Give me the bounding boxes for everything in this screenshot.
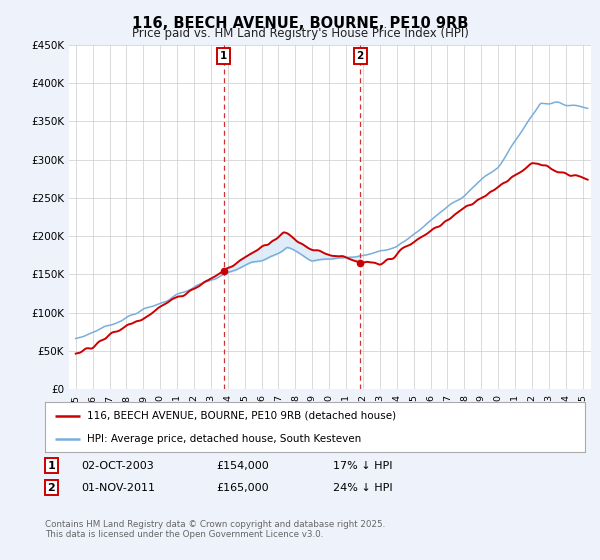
- Text: HPI: Average price, detached house, South Kesteven: HPI: Average price, detached house, Sout…: [87, 434, 361, 444]
- Text: 2: 2: [356, 52, 364, 61]
- Text: 24% ↓ HPI: 24% ↓ HPI: [333, 483, 392, 493]
- Text: 2: 2: [47, 483, 55, 493]
- Text: 1: 1: [47, 461, 55, 471]
- Text: £154,000: £154,000: [216, 461, 269, 471]
- Text: 17% ↓ HPI: 17% ↓ HPI: [333, 461, 392, 471]
- Text: Price paid vs. HM Land Registry's House Price Index (HPI): Price paid vs. HM Land Registry's House …: [131, 27, 469, 40]
- Text: 01-NOV-2011: 01-NOV-2011: [81, 483, 155, 493]
- Text: 116, BEECH AVENUE, BOURNE, PE10 9RB: 116, BEECH AVENUE, BOURNE, PE10 9RB: [132, 16, 468, 31]
- Text: Contains HM Land Registry data © Crown copyright and database right 2025.
This d: Contains HM Land Registry data © Crown c…: [45, 520, 385, 539]
- Text: £165,000: £165,000: [216, 483, 269, 493]
- Text: 02-OCT-2003: 02-OCT-2003: [81, 461, 154, 471]
- Text: 116, BEECH AVENUE, BOURNE, PE10 9RB (detached house): 116, BEECH AVENUE, BOURNE, PE10 9RB (det…: [87, 410, 396, 421]
- Text: 1: 1: [220, 52, 227, 61]
